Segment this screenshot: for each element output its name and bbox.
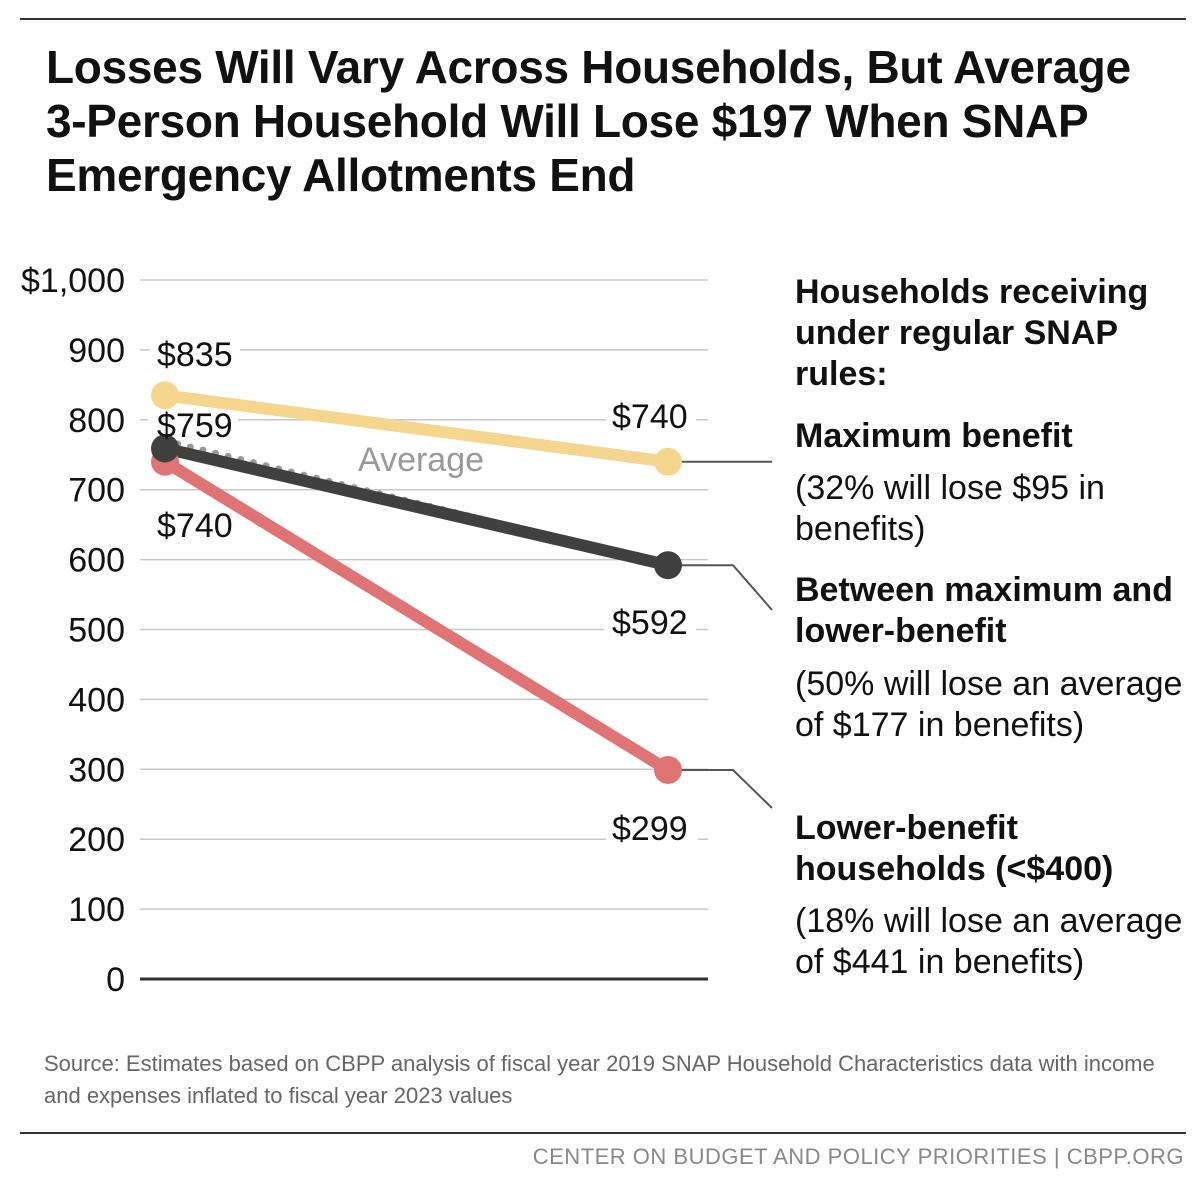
leader-line [668, 564, 773, 611]
legend-note-between-benefit: (50% will lose an average of $177 in ben… [795, 665, 1183, 744]
y-tick-label: 300 [68, 751, 125, 789]
label-background [150, 334, 240, 376]
data-point [654, 755, 682, 784]
data-point [151, 434, 179, 463]
data-label: $759 [157, 407, 233, 445]
legend-name-lower-benefit: Lower-benefit households (<$400) [795, 809, 1114, 888]
data-point [654, 551, 682, 580]
y-tick-label: $1,000 [21, 262, 125, 300]
label-background [604, 601, 696, 643]
y-tick-label: 0 [106, 961, 125, 999]
y-tick-label: 100 [68, 891, 125, 929]
y-tick-label: 400 [68, 681, 125, 719]
label-background [606, 808, 698, 850]
chart-title: Losses Will Vary Across Households, But … [46, 41, 1131, 201]
data-label: $835 [157, 336, 233, 374]
series-line [159, 455, 674, 776]
data-point [151, 381, 179, 410]
legend-name-between-benefit: Between maximum and lower-benefit [795, 571, 1173, 650]
legend-heading: Households receiving under regular SNAP … [795, 273, 1149, 393]
legend-note-lower-benefit: (18% will lose an average of $441 in ben… [795, 902, 1183, 981]
y-tick-label: 200 [68, 821, 125, 859]
label-background [352, 438, 486, 480]
data-label: $740 [157, 507, 233, 545]
leader-line [668, 768, 773, 809]
source-note: Source: Estimates based on CBPP analysis… [44, 1051, 1155, 1108]
data-label: $299 [612, 810, 688, 848]
series-label-average: Average [358, 441, 484, 479]
footer-credit: CENTER ON BUDGET AND POLICY PRIORITIES |… [532, 1144, 1184, 1169]
legend-name-maximum-benefit: Maximum benefit [795, 417, 1073, 455]
bottom-divider [20, 1132, 1186, 1134]
series-line [159, 389, 674, 468]
top-divider [20, 18, 1186, 20]
label-background [148, 505, 238, 547]
y-tick-label: 900 [68, 332, 125, 370]
label-background [606, 396, 696, 438]
legend-note-maximum-benefit: (32% will lose $95 in benefits) [795, 469, 1105, 548]
data-label: $592 [612, 604, 688, 642]
data-point [654, 447, 682, 476]
series-line [159, 442, 674, 572]
y-tick-label: 500 [68, 612, 125, 650]
y-tick-label: 800 [68, 402, 125, 440]
y-tick-label: 700 [68, 472, 125, 510]
y-tick-label: 600 [68, 542, 125, 580]
data-label: $740 [612, 398, 688, 436]
